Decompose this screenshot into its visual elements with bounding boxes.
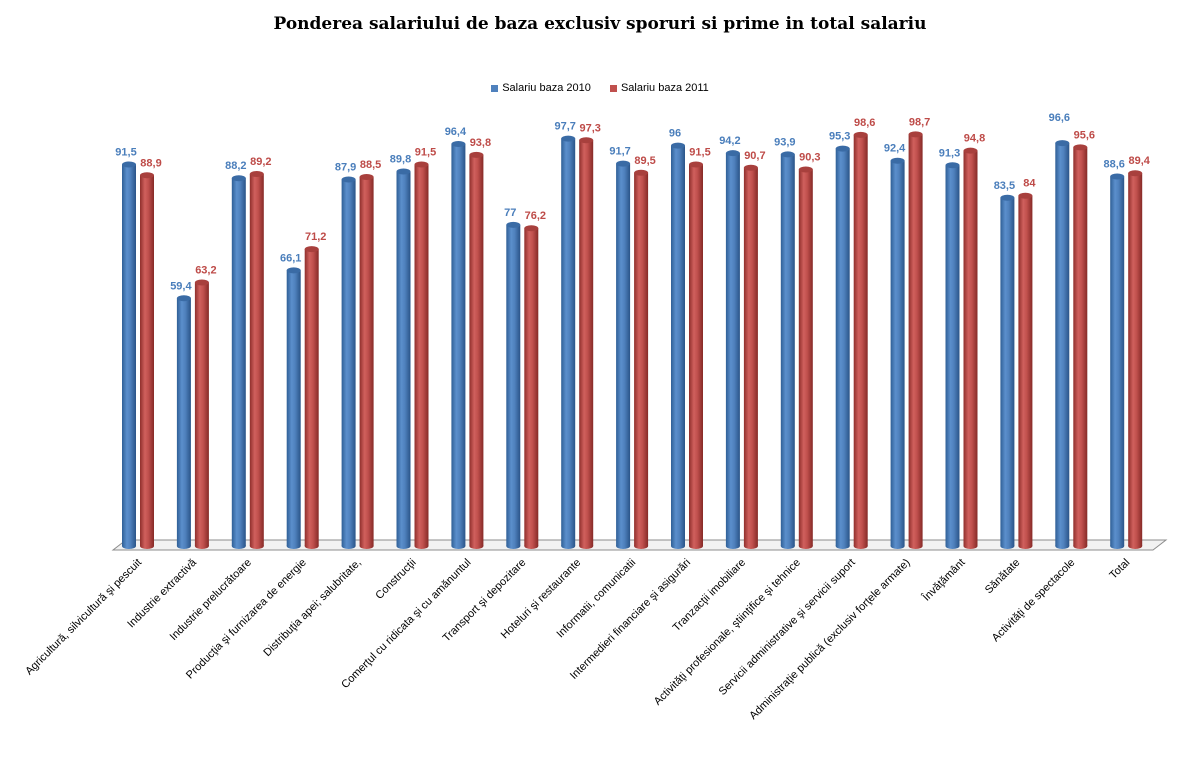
chart-title: Ponderea salariului de baza exclusiv spo…: [273, 14, 927, 34]
value-label-2011-6: 93,8: [470, 137, 491, 149]
bar-2010-7: [506, 221, 521, 549]
bar-2011-15: [963, 147, 978, 549]
value-label-2011-9: 89,5: [634, 155, 655, 167]
value-label-2010-11: 94,2: [719, 135, 740, 147]
bar-2010-12: [780, 151, 795, 549]
bar-2010-17: [1055, 140, 1070, 549]
bar-2011-14: [908, 131, 923, 549]
value-label-2011-18: 89,4: [1128, 155, 1150, 167]
bar-2011-10: [689, 161, 703, 549]
value-label-2010-18: 88,6: [1103, 159, 1124, 171]
bar-2011-3: [304, 246, 319, 549]
bar-2011-16: [1018, 192, 1033, 549]
bar-2010-10: [671, 142, 685, 549]
legend-label-2010: Salariu baza 2010: [502, 82, 591, 94]
legend-swatch-2010: [491, 84, 499, 92]
value-label-2010-16: 83,5: [994, 180, 1015, 192]
bar-2010-1: [176, 295, 191, 549]
value-label-2010-15: 91,3: [939, 147, 960, 159]
bar-2011-11: [743, 164, 758, 549]
bar-2010-2: [231, 175, 246, 549]
bar-2011-1: [194, 279, 209, 549]
category-label-3: Producţia şi furnizarea de energie: [184, 557, 309, 682]
value-label-2011-0: 88,9: [140, 157, 161, 169]
value-label-2011-13: 98,6: [854, 117, 875, 129]
value-label-2011-1: 63,2: [195, 264, 216, 276]
value-label-2011-15: 94,8: [964, 133, 985, 145]
bar-2010-16: [1000, 194, 1015, 549]
bar-2011-5: [414, 161, 429, 549]
bar-2010-15: [945, 162, 960, 549]
value-label-2010-6: 96,4: [445, 126, 467, 138]
value-label-2011-5: 91,5: [415, 146, 436, 158]
bar-2011-2: [249, 171, 264, 549]
category-label-0: Agricultură, silvicultură şi pescuit: [23, 557, 144, 678]
value-label-2011-7: 76,2: [525, 210, 546, 222]
value-label-2010-17: 96,6: [1049, 112, 1070, 124]
category-label-15: Învăţământ: [919, 556, 967, 604]
bar-2010-18: [1110, 173, 1125, 549]
value-label-2010-13: 95,3: [829, 131, 850, 143]
bar-2010-6: [451, 141, 466, 549]
bar-2011-17: [1073, 144, 1088, 549]
value-label-2011-11: 90,7: [744, 150, 765, 162]
category-label-4: Distribuţia apei; salubritate,: [261, 557, 363, 659]
bar-2011-6: [469, 151, 484, 549]
value-label-2011-3: 71,2: [305, 231, 326, 243]
bar-2010-14: [890, 157, 905, 549]
legend-label-2011: Salariu baza 2011: [620, 82, 709, 94]
bar-2010-5: [396, 168, 411, 549]
legend: Salariu baza 2010 Salariu baza 2011: [0, 82, 1200, 94]
bar-2010-0: [122, 161, 136, 549]
bar-2011-13: [853, 131, 868, 549]
value-label-2011-14: 98,7: [909, 116, 930, 128]
category-label-10: Intermedieri financiare şi asigurări: [568, 557, 693, 682]
value-label-2011-2: 89,2: [250, 156, 271, 168]
category-label-16: Sănătate: [983, 557, 1023, 597]
value-label-2010-2: 88,2: [225, 160, 246, 172]
bar-2011-18: [1128, 170, 1143, 549]
value-label-2011-16: 84: [1023, 178, 1036, 190]
legend-item-2010: Salariu baza 2010: [491, 82, 591, 94]
value-label-2010-10: 96: [669, 128, 681, 140]
value-label-2011-12: 90,3: [799, 151, 820, 163]
value-label-2010-9: 91,7: [609, 146, 630, 158]
bar-2011-0: [140, 172, 154, 549]
bar-2010-3: [286, 267, 301, 549]
bar-2010-11: [725, 150, 740, 549]
value-label-2011-4: 88,5: [360, 159, 381, 171]
value-label-2010-0: 91,5: [115, 146, 136, 158]
value-label-2010-14: 92,4: [884, 143, 906, 155]
bar-2011-9: [634, 169, 649, 549]
bar-2011-4: [359, 173, 374, 549]
bar-2010-8: [561, 135, 576, 549]
bar-2010-9: [616, 160, 631, 549]
legend-item-2011: Salariu baza 2011: [609, 82, 709, 94]
value-label-2010-3: 66,1: [280, 252, 301, 264]
value-label-2011-17: 95,6: [1074, 129, 1095, 141]
bar-2010-13: [835, 145, 850, 549]
value-label-2010-4: 87,9: [335, 161, 356, 173]
value-label-2010-1: 59,4: [170, 280, 192, 292]
bar-2011-7: [524, 225, 539, 549]
bar-2011-12: [798, 166, 813, 549]
category-label-5: Construcţii: [373, 557, 418, 602]
value-label-2010-8: 97,7: [554, 121, 575, 133]
value-label-2010-7: 77: [504, 207, 516, 219]
legend-swatch-2011: [609, 84, 617, 92]
bar-2010-4: [341, 176, 356, 549]
value-label-2010-12: 93,9: [774, 136, 795, 148]
value-label-2010-5: 89,8: [390, 154, 411, 166]
category-label-18: Total: [1107, 557, 1132, 582]
bar-2011-8: [579, 137, 594, 549]
value-label-2011-8: 97,3: [579, 122, 600, 134]
value-label-2011-10: 91,5: [689, 146, 710, 158]
